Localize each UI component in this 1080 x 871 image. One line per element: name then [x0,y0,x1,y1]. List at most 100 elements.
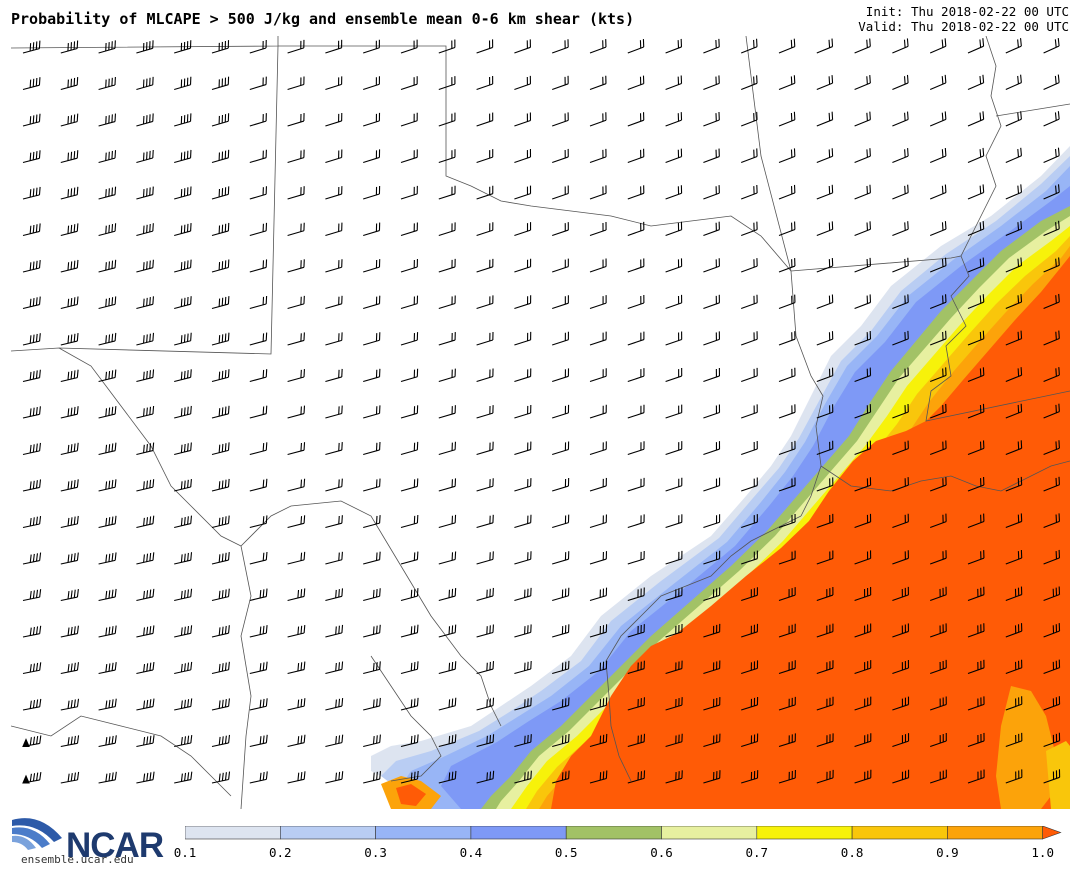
wind-barb [476,331,494,346]
wind-barb [892,221,909,237]
wind-barb [363,112,381,127]
wind-barb [1043,513,1060,529]
wind-barb [400,112,418,127]
wind-barb [627,624,645,638]
wind-barb [1043,549,1061,565]
wind-barb [325,698,344,711]
wind-barb [1005,74,1022,91]
wind-barb [211,405,230,419]
wind-barb [211,734,231,748]
colorbar-segment [185,826,281,840]
wind-barb [136,259,154,273]
wind-barb [854,184,871,200]
wind-barb [287,222,305,237]
wind-barb [438,734,457,748]
colorbar-segment [661,826,758,840]
wind-barb [627,404,645,419]
wind-barb [287,369,305,383]
wind-barb [136,186,154,200]
wind-barb [589,697,608,711]
map-panel [11,36,1070,809]
wind-barb [476,661,495,675]
wind-barb [589,331,607,346]
probability-fill-layer [371,146,1070,809]
wind-barb [476,587,494,602]
wind-barb [438,478,457,492]
wind-barb [627,587,645,602]
colorbar-segment [756,826,853,840]
wind-barb [249,698,268,711]
wind-barb [363,697,381,711]
wind-barb [703,697,721,711]
wind-barb [363,259,381,273]
wind-barb [892,404,909,419]
wind-barb [552,441,570,456]
wind-barb [249,39,267,54]
wind-barb [741,623,759,638]
wind-barb [816,367,834,383]
wind-barb [703,733,721,748]
wind-barb [665,112,683,127]
wind-barb [703,770,721,784]
wind-barb [514,404,532,419]
wind-barb [249,332,268,346]
wind-barb [211,625,230,638]
wind-barb [211,771,231,784]
wind-barb [703,111,720,127]
wind-barb [703,258,720,273]
wind-barb [60,771,80,784]
wind-barb [22,662,42,675]
wind-barb [665,221,683,237]
border-mx-states [240,545,252,809]
wind-barb [741,221,758,237]
wind-barb [22,515,42,529]
wind-barb [967,403,985,419]
wind-barb [703,477,721,492]
wind-barb [627,660,645,675]
wind-barb [740,38,758,54]
wind-barb [287,259,305,273]
wind-barb [400,441,419,456]
wind-barb [98,113,116,127]
wind-barb [854,294,872,310]
wind-barb [703,550,721,565]
wind-barb [438,770,457,784]
wind-barb [589,770,608,784]
wind-barb [60,296,79,310]
wind-barb [60,735,80,748]
wind-barb [22,442,41,456]
wind-barb [60,259,79,273]
wind-barb [400,405,419,419]
wind-barb [552,404,570,419]
wind-barb [438,149,456,164]
wind-barb [287,186,305,200]
wind-barb [854,550,872,565]
wind-barb [892,659,910,675]
wind-barb [892,330,909,346]
wind-barb [816,184,834,200]
wind-barb [854,148,871,164]
wind-barb [816,733,834,748]
wind-barb [174,405,192,419]
wind-barb [778,696,796,711]
wind-barb [703,185,720,200]
wind-barb [22,296,41,310]
init-time: Init: Thu 2018-02-22 00 UTC [865,4,1069,19]
wind-barb [211,259,230,273]
wind-barb [211,552,230,565]
wind-barb [589,295,607,310]
wind-barb [287,332,305,346]
wind-barb [1005,623,1023,638]
wind-barb [854,586,872,602]
prob-pocket-0.9 [996,686,1056,809]
wind-barb [136,40,154,54]
wind-barb [98,223,117,237]
wind-barb [98,479,117,492]
wind-barb [703,587,721,602]
wind-barb [627,75,645,91]
wind-barb [627,697,645,711]
wind-barb [1043,293,1060,310]
wind-barb [249,661,268,675]
wind-barb [438,332,456,346]
wind-barb [22,369,41,383]
